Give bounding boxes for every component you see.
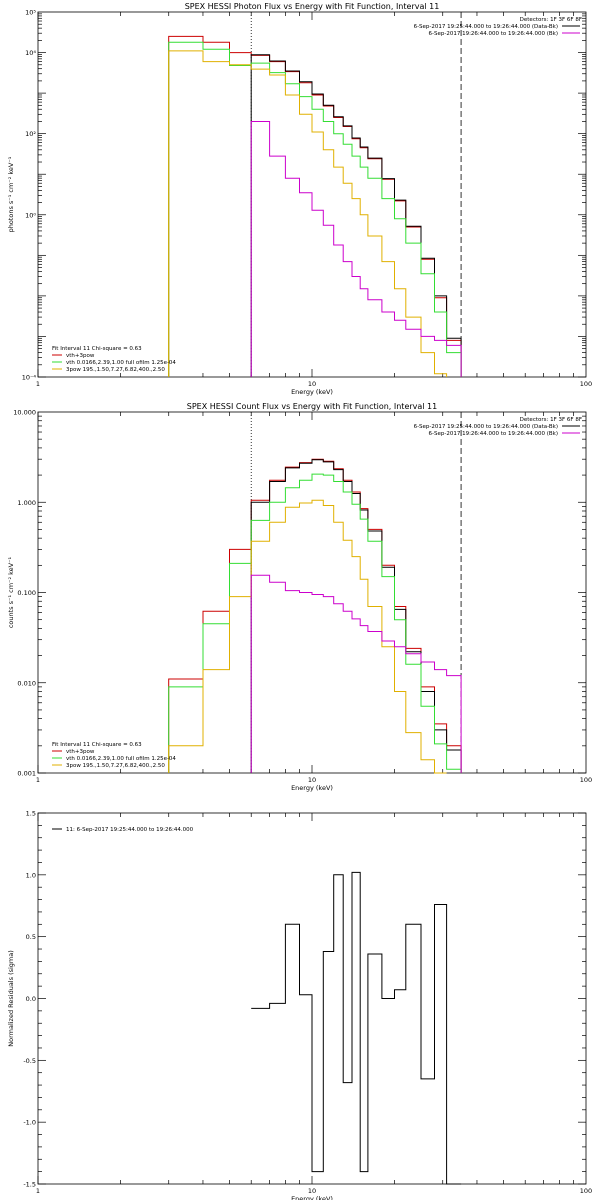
x-tick-label: 10: [308, 1187, 316, 1195]
x-tick-label: 1: [36, 776, 40, 784]
legend-left-entry: 3pow 195.,1.50,7.27,6.82,400.,2.50: [66, 367, 165, 373]
y-tick-label: 0.001: [17, 770, 36, 778]
x-tick-label: 100: [580, 1187, 592, 1195]
legend-left-entry: vth 0.0166,2.39,1.00 full ofilm 1.25e-04: [66, 360, 176, 366]
y-tick-label: -1.5: [23, 1181, 36, 1189]
y-tick-label: 10⁵: [25, 9, 36, 17]
legend-right-entry: 6-Sep-2017 19:26:44.000 to 19:26:44.000 …: [429, 31, 559, 37]
legend-left-entry: Fit Interval 11 Chi-square = 0.63: [52, 742, 142, 748]
x-tick-label: 100: [580, 776, 592, 784]
legend-left-entry: vth+3pow: [66, 353, 95, 359]
y-tick-label: 10.000: [13, 409, 36, 417]
y-tick-label: 10⁰: [25, 211, 36, 219]
legend-left-entry: vth+3pow: [66, 749, 95, 755]
legend-right-entry: 6-Sep-2017 19:25:44.000 to 19:26:44.000 …: [414, 424, 558, 430]
y-tick-label: 0.100: [17, 589, 36, 597]
y-tick-label: -0.5: [23, 1057, 36, 1065]
legend-left-entry: vth 0.0166,2.39,1.00 full ofilm 1.25e-04: [66, 756, 176, 762]
legend-left-entry: 11: 6-Sep-2017 19:25:44.000 to 19:26:44.…: [66, 827, 194, 833]
x-tick-label: 100: [580, 380, 592, 388]
chart-title: SPEX HESSI Count Flux vs Energy with Fit…: [187, 402, 438, 411]
chart-panel-3: 1 10 100 Energy (keV) 1.5 1.0 0.5 0.0 -0.5 -1.0 -1…: [7, 810, 592, 1204]
y-tick-label: 1.0: [26, 871, 36, 879]
y-tick-label: 0.5: [26, 933, 36, 941]
chart-panel-1: SPEX HESSI Photon Flux vs Energy with Fi…: [7, 2, 592, 396]
series-bpow-line: [168, 50, 448, 377]
series-vth-line: [168, 41, 462, 377]
y-tick-label: 0.0: [26, 995, 36, 1003]
y-axis-label: Normalized Residuals (sigma): [7, 950, 15, 1047]
x-axis-label: Energy (keV): [291, 784, 333, 792]
y-tick-label: 10⁴: [25, 49, 36, 57]
series-fit-line: [168, 458, 462, 773]
legend-left-entry: Fit Interval 11 Chi-square = 0.63: [52, 346, 142, 352]
detectors-label: Detectors: 1F 3F 6F 8F: [520, 417, 582, 423]
y-axis-label: counts s⁻¹ cm⁻² keV⁻¹: [7, 556, 15, 628]
series-total-line: [251, 871, 462, 1185]
x-tick-label: 10: [308, 776, 316, 784]
x-axis-label: Energy (keV): [291, 388, 333, 396]
legend-right-entry: 6-Sep-2017 19:25:44.000 to 19:26:44.000 …: [414, 24, 558, 30]
chart-panel-2: SPEX HESSI Count Flux vs Energy with Fit…: [7, 402, 592, 792]
series-total-line: [250, 459, 462, 773]
x-axis-label: Energy (keV): [291, 1195, 333, 1200]
series-background-line: [250, 121, 462, 377]
chart-title: SPEX HESSI Photon Flux vs Energy with Fi…: [185, 2, 440, 11]
y-tick-label: 1.000: [17, 499, 36, 507]
detectors-label: Detectors: 1F 3F 6F 8F: [520, 17, 582, 23]
x-tick-label: 1: [36, 380, 40, 388]
series-background-line: [250, 574, 462, 773]
y-tick-label: 10²: [25, 130, 36, 138]
y-tick-label: 1.5: [26, 810, 36, 818]
y-tick-label: -1.0: [23, 1119, 36, 1127]
legend-left-entry: 3pow 195.,1.50,7.27,6.82,400.,2.50: [66, 763, 165, 769]
x-tick-label: 1: [36, 1187, 40, 1195]
y-tick-label: 0.010: [17, 679, 36, 687]
legend-right-entry: 6-Sep-2017 19:26:44.000 to 19:26:44.000 …: [429, 431, 559, 437]
series-total-line: [250, 54, 462, 377]
y-tick-label: 10⁻⁴: [22, 374, 37, 382]
series-fit-line: [168, 35, 462, 377]
x-tick-label: 10: [308, 380, 316, 388]
series-vth-line: [168, 473, 462, 773]
y-axis-label: photons s⁻¹ cm⁻² keV⁻¹: [7, 156, 15, 232]
series-bpow-line: [168, 499, 447, 774]
